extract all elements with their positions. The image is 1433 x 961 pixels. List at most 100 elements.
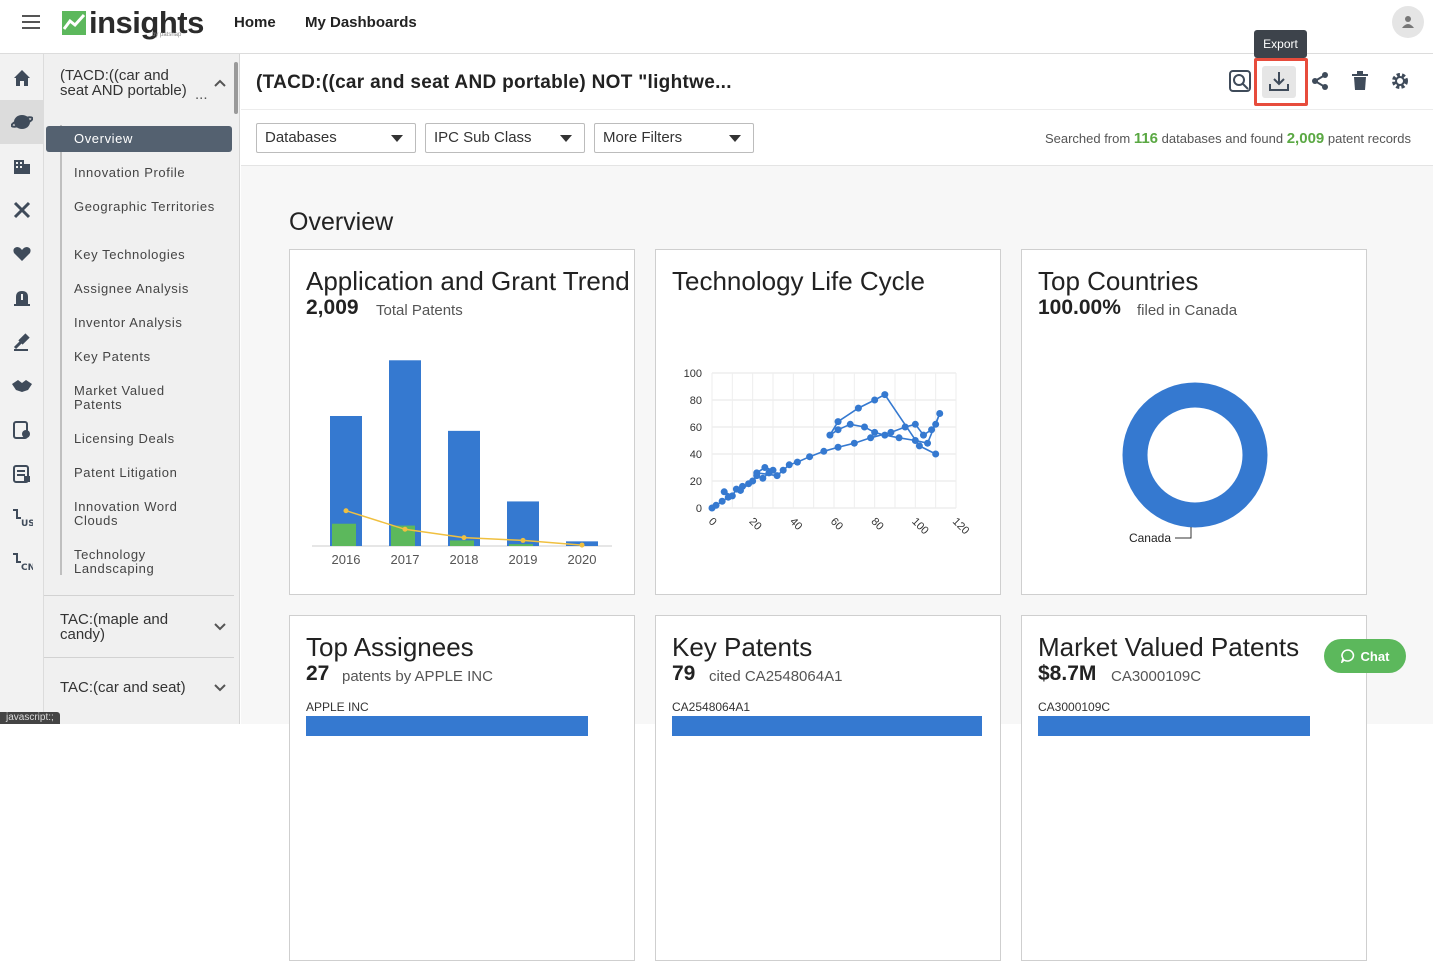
life-cycle-point <box>826 432 833 439</box>
subnav-innovation-word-clouds[interactable]: Innovation Word Clouds <box>60 500 180 528</box>
handshake-icon[interactable] <box>0 364 44 408</box>
query-title[interactable]: (TACD:((car and seat AND portable) <box>60 68 200 98</box>
sidebar-group-car-seat[interactable]: TAC:(car and seat) <box>44 657 234 717</box>
subnav-patent-litigation[interactable]: Patent Litigation <box>60 466 232 480</box>
share-icon[interactable] <box>1308 69 1332 93</box>
subnav-market-valued-patents[interactable]: Market Valued Patents <box>60 384 180 412</box>
subnav-innovation-profile[interactable]: Innovation Profile <box>60 166 232 180</box>
sidebar-group-maple-candy[interactable]: TAC:(maple and candy) <box>44 595 234 657</box>
chevron-down-icon[interactable] <box>213 683 227 693</box>
search-summary: Searched from 116 databases and found 2,… <box>1045 130 1411 147</box>
user-icon <box>1401 15 1415 29</box>
assignee-bar <box>306 716 588 736</box>
life-cycle-point <box>851 440 858 447</box>
trend-point <box>580 543 585 548</box>
chevron-down-icon[interactable] <box>213 622 227 632</box>
nav-home[interactable]: Home <box>234 14 276 31</box>
card-top-countries[interactable]: Top Countries 100.00% filed in Canada Ca… <box>1021 249 1367 595</box>
doc-list-icon[interactable] <box>0 452 44 496</box>
life-cycle-point <box>761 464 768 471</box>
dropdown-label: IPC Sub Class <box>434 129 532 146</box>
life-cycle-point <box>794 459 801 466</box>
trash-icon[interactable] <box>1348 69 1372 93</box>
gear-icon[interactable] <box>1388 69 1412 93</box>
life-cycle-point <box>936 410 943 417</box>
card-number: 79 <box>672 662 695 686</box>
life-cycle-point <box>896 434 903 441</box>
query-more: ... <box>195 86 208 103</box>
trend-chart: 20162017201820192020 <box>290 340 636 570</box>
life-cycle-point <box>806 453 813 460</box>
svg-text:US: US <box>21 519 33 528</box>
more-filters-dropdown[interactable]: More Filters <box>594 123 754 153</box>
x-tick-label: 80 <box>869 516 886 533</box>
search-doc-icon[interactable] <box>1228 69 1252 93</box>
ipc-subclass-dropdown[interactable]: IPC Sub Class <box>425 123 585 153</box>
x-tick-label: 100 <box>909 516 930 537</box>
user-avatar[interactable] <box>1392 6 1424 38</box>
building-icon[interactable] <box>0 144 44 188</box>
caret-down-icon <box>729 135 741 142</box>
card-key-patents[interactable]: Key Patents 79 cited CA2548064A1 CA25480… <box>655 615 1001 961</box>
dropdown-label: More Filters <box>603 129 682 146</box>
subnav-key-technologies[interactable]: Key Technologies <box>60 248 232 262</box>
x-tick-label: 2017 <box>391 552 420 567</box>
life-cycle-point <box>753 469 760 476</box>
card-subtitle: filed in Canada <box>1137 302 1237 319</box>
databases-dropdown[interactable]: Databases <box>256 123 416 153</box>
bar-grants <box>450 540 474 546</box>
alert-icon[interactable] <box>0 276 44 320</box>
chat-button[interactable]: Chat <box>1324 639 1406 673</box>
nav-my-dashboards[interactable]: My Dashboards <box>305 14 417 31</box>
menu-icon[interactable] <box>22 15 40 29</box>
life-cycle-point <box>729 492 736 499</box>
us-flag-icon[interactable]: US <box>0 496 44 540</box>
subnav-technology-landscaping[interactable]: Technology Landscaping <box>60 548 180 576</box>
life-cycle-point <box>855 405 862 412</box>
life-cycle-point <box>759 475 766 482</box>
subnav-inventor-analysis[interactable]: Inventor Analysis <box>60 316 232 330</box>
subnav-licensing-deals[interactable]: Licensing Deals <box>60 432 232 446</box>
subnav-geographic-territories[interactable]: Geographic Territories <box>60 200 232 214</box>
subnav-overview[interactable]: Overview <box>46 126 232 152</box>
card-number: 100.00% <box>1038 296 1121 320</box>
card-title: Market Valued Patents <box>1038 632 1299 663</box>
life-cycle-point <box>881 391 888 398</box>
tools-icon[interactable] <box>0 188 44 232</box>
summary-mid: databases and found <box>1162 131 1283 146</box>
chat-bubble-icon <box>1341 649 1355 663</box>
card-technology-life-cycle[interactable]: Technology Life Cycle 020406080100020406… <box>655 249 1001 595</box>
y-tick-label: 20 <box>690 476 702 488</box>
gavel-icon[interactable] <box>0 320 44 364</box>
chevron-up-icon[interactable] <box>213 78 227 88</box>
export-tooltip: Export <box>1254 30 1307 58</box>
donut-label: Canada <box>1129 531 1171 545</box>
logo[interactable]: insights <box>62 8 204 38</box>
bar-label: APPLE INC <box>306 700 369 714</box>
trend-point <box>521 538 526 543</box>
card-number: $8.7M <box>1038 662 1096 686</box>
bar-label: CA3000109C <box>1038 700 1110 714</box>
subnav-assignee-analysis[interactable]: Assignee Analysis <box>60 282 232 296</box>
y-tick-label: 40 <box>690 449 702 461</box>
sidebar-scrollbar[interactable] <box>234 62 238 114</box>
globe-icon[interactable] <box>0 100 44 144</box>
card-top-assignees[interactable]: Top Assignees 27 patents by APPLE INC AP… <box>289 615 635 961</box>
home-icon[interactable] <box>0 56 44 100</box>
life-cycle-point <box>719 498 726 505</box>
card-application-trend[interactable]: Application and Grant Trend 2,009 Total … <box>289 249 635 595</box>
record-count: 2,009 <box>1287 130 1325 147</box>
x-tick-label: 2018 <box>450 552 479 567</box>
card-title: Top Countries <box>1038 266 1198 297</box>
life-cycle-chart: 020406080100020406080100120 <box>656 350 1002 550</box>
card-market-valued-patents[interactable]: Market Valued Patents $8.7M CA3000109C C… <box>1021 615 1367 961</box>
x-tick-label: 2016 <box>332 552 361 567</box>
doc-settings-icon[interactable] <box>0 408 44 452</box>
life-cycle-point <box>912 421 919 428</box>
heart-icon[interactable] <box>0 232 44 276</box>
export-highlight <box>1254 58 1308 106</box>
subnav-key-patents[interactable]: Key Patents <box>60 350 232 364</box>
x-tick-label: 2019 <box>509 552 538 567</box>
cn-flag-icon[interactable]: CN <box>0 540 44 584</box>
x-tick-label: 20 <box>747 516 764 533</box>
